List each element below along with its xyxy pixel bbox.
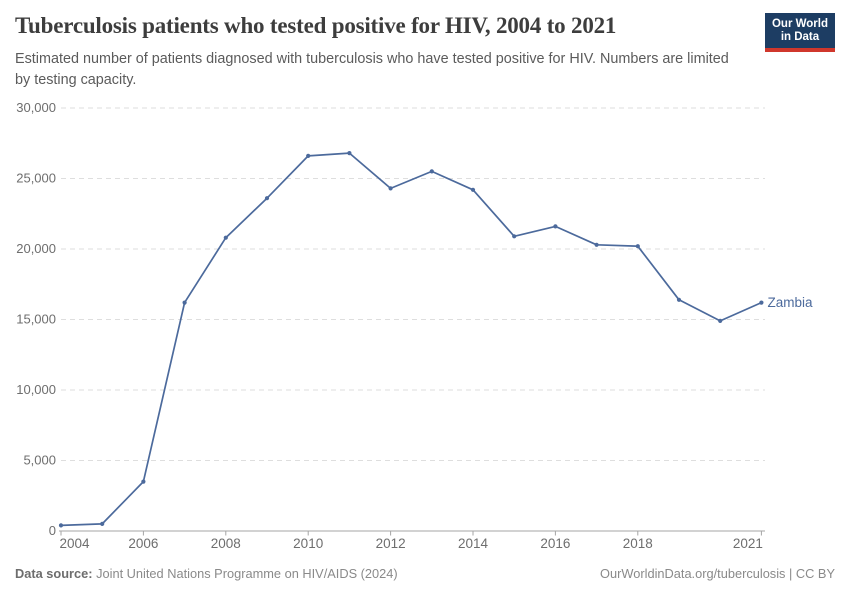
- data-point[interactable]: [676, 297, 682, 302]
- y-axis-tick-label: 5,000: [23, 453, 56, 468]
- x-axis-tick-label: 2014: [458, 536, 489, 551]
- x-axis-tick-label: 2016: [540, 536, 570, 551]
- data-point[interactable]: [58, 523, 64, 528]
- owid-logo[interactable]: Our World in Data: [764, 13, 835, 52]
- data-point[interactable]: [388, 186, 393, 191]
- data-point[interactable]: [512, 234, 517, 239]
- data-point[interactable]: [470, 187, 476, 192]
- data-source: Data source: Joint United Nations Progra…: [15, 566, 398, 581]
- data-point[interactable]: [553, 224, 558, 229]
- data-point[interactable]: [182, 300, 187, 305]
- data-source-value: Joint United Nations Programme on HIV/AI…: [96, 566, 398, 581]
- data-point[interactable]: [759, 300, 764, 305]
- data-point[interactable]: [429, 169, 434, 174]
- line-chart[interactable]: 0 5,000 10,000 15,000 20,000 25,000 30,000 2004…: [0, 90, 850, 562]
- y-axis-tick-label: 0: [49, 523, 56, 538]
- data-point[interactable]: [306, 153, 311, 158]
- x-axis-tick-label: 2004: [60, 536, 91, 551]
- credit-link[interactable]: OurWorldinData.org/tuberculosis | CC BY: [600, 566, 835, 581]
- y-axis-tick-label: 30,000: [16, 100, 56, 115]
- x-axis-tick-label: 2018: [623, 536, 653, 551]
- data-line-zambia[interactable]: [60, 152, 763, 527]
- data-point[interactable]: [100, 521, 105, 526]
- data-point[interactable]: [264, 196, 270, 201]
- x-axis-tick-label: 2012: [376, 536, 406, 551]
- y-axis-tick-label: 20,000: [16, 241, 56, 256]
- data-point[interactable]: [347, 151, 352, 156]
- chart-footer: Data source: Joint United Nations Progra…: [15, 566, 835, 581]
- y-axis-tick-label: 10,000: [16, 382, 56, 397]
- y-axis-tick-label: 25,000: [16, 171, 56, 186]
- series-label-zambia: Zambia: [768, 295, 814, 310]
- x-axis-tick-label: 2008: [211, 536, 241, 551]
- data-point[interactable]: [594, 242, 599, 247]
- chart-subtitle: Estimated number of patients diagnosed w…: [15, 51, 729, 88]
- data-point[interactable]: [141, 479, 146, 484]
- data-source-label: Data source:: [15, 566, 93, 581]
- x-axis-tick-label: 2006: [128, 536, 158, 551]
- owid-logo-line1: Our World: [771, 18, 828, 30]
- owid-logo-line2: in Data: [780, 31, 820, 43]
- page-title: Tuberculosis patients who tested positiv…: [15, 13, 617, 38]
- data-point[interactable]: [718, 318, 723, 323]
- x-axis-tick-label: 2021: [733, 536, 763, 551]
- data-point[interactable]: [635, 244, 640, 249]
- y-axis-tick-label: 15,000: [16, 312, 56, 327]
- x-axis-tick-label: 2010: [293, 536, 323, 551]
- data-point[interactable]: [223, 235, 228, 240]
